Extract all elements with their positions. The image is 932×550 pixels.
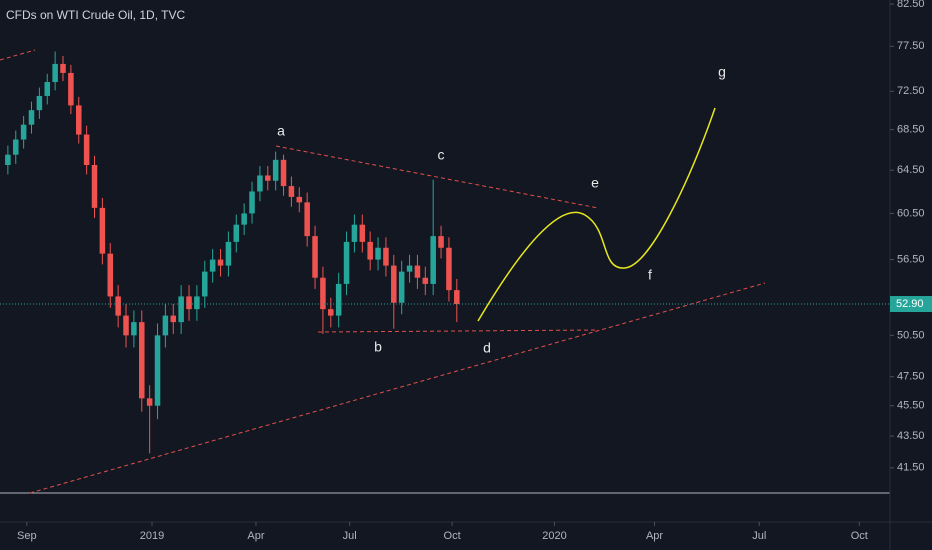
candle-body bbox=[194, 296, 200, 310]
candle-body bbox=[359, 224, 366, 242]
candle-body bbox=[202, 271, 208, 297]
candle-body bbox=[430, 236, 436, 284]
candle-body bbox=[398, 271, 405, 303]
candle-body bbox=[178, 296, 184, 323]
candle-body bbox=[391, 265, 397, 303]
candle-body bbox=[304, 202, 310, 237]
candle-body bbox=[375, 247, 381, 260]
candle-body bbox=[367, 241, 373, 260]
candle-body bbox=[60, 63, 66, 73]
candle-body bbox=[131, 322, 137, 336]
candle-body bbox=[257, 175, 263, 192]
candle-body bbox=[146, 398, 153, 406]
candle-body bbox=[76, 105, 82, 135]
candle-body bbox=[12, 139, 19, 155]
candle-body bbox=[91, 164, 98, 208]
projection-curve bbox=[477, 107, 716, 322]
x-tick-label: Sep bbox=[17, 530, 37, 542]
chart-title: CFDs on WTI Crude Oil, 1D, TVC bbox=[6, 8, 185, 22]
last-price-badge bbox=[890, 296, 932, 313]
y-tick-label: 41.50 bbox=[897, 462, 925, 474]
y-tick-label: 77.50 bbox=[897, 40, 925, 52]
x-tick-label: Jul bbox=[752, 530, 766, 542]
candle-body bbox=[296, 196, 303, 203]
y-tick-label: 82.50 bbox=[897, 0, 925, 10]
trend-line bbox=[0, 49, 36, 61]
candle-body bbox=[406, 265, 413, 272]
wave-label: a bbox=[277, 123, 285, 139]
candle-body bbox=[5, 154, 11, 165]
candle-body bbox=[438, 236, 444, 248]
candle-body bbox=[233, 224, 240, 242]
candle-body bbox=[414, 265, 421, 278]
x-tick-label: Apr bbox=[247, 530, 264, 542]
candle-body bbox=[343, 241, 350, 284]
candle-body bbox=[83, 134, 90, 165]
candle-body bbox=[335, 283, 342, 316]
wave-label: f bbox=[648, 267, 652, 283]
candle-body bbox=[209, 259, 216, 272]
y-tick-label: 60.50 bbox=[897, 207, 925, 219]
x-tick-label: Jul bbox=[343, 530, 357, 542]
candle-body bbox=[351, 224, 358, 242]
y-tick-label: 64.50 bbox=[897, 164, 925, 176]
wave-label: c bbox=[438, 147, 445, 163]
candle-body bbox=[454, 290, 460, 305]
x-tick-label: Oct bbox=[851, 530, 868, 542]
last-price-label: 52.90 bbox=[896, 298, 924, 310]
candle-body bbox=[123, 315, 129, 336]
candle-body bbox=[312, 236, 318, 278]
candle-body bbox=[422, 277, 429, 284]
candle-body bbox=[107, 253, 114, 297]
candle-body bbox=[170, 315, 177, 323]
y-tick-label: 72.50 bbox=[897, 85, 925, 97]
candle-body bbox=[249, 191, 255, 214]
candle-body bbox=[288, 186, 295, 197]
candle-body bbox=[328, 309, 334, 316]
x-tick-label: Oct bbox=[444, 530, 461, 542]
candle-body bbox=[186, 296, 192, 310]
candle-body bbox=[28, 110, 35, 125]
y-tick-label: 43.50 bbox=[897, 430, 925, 442]
candle-body bbox=[139, 322, 145, 399]
candle-body bbox=[272, 159, 279, 181]
candle-body bbox=[217, 259, 224, 266]
candle-body bbox=[383, 247, 389, 266]
y-tick-label: 68.50 bbox=[897, 124, 925, 136]
candle-body bbox=[241, 213, 247, 225]
x-tick-label: Apr bbox=[646, 530, 663, 542]
y-tick-label: 56.50 bbox=[897, 253, 925, 265]
candle-body bbox=[320, 277, 326, 310]
wave-label: b bbox=[374, 339, 382, 355]
y-tick-label: 50.50 bbox=[897, 329, 925, 341]
wave-label: g bbox=[718, 64, 726, 80]
x-tick-label: 2019 bbox=[140, 530, 164, 542]
trend-line bbox=[275, 145, 599, 209]
candle-body bbox=[280, 159, 287, 187]
candle-body bbox=[52, 63, 58, 83]
y-tick-label: 45.50 bbox=[897, 400, 925, 412]
x-tick-label: 2020 bbox=[542, 530, 566, 542]
candle-body bbox=[265, 175, 271, 181]
candle-body bbox=[162, 315, 169, 336]
trend-line bbox=[317, 329, 599, 333]
candle-body bbox=[99, 207, 106, 254]
candle-body bbox=[20, 124, 27, 140]
candle-body bbox=[154, 335, 161, 406]
wave-label: e bbox=[591, 175, 599, 191]
candle-body bbox=[68, 72, 74, 106]
y-tick-label: 47.50 bbox=[897, 371, 925, 383]
candle-body bbox=[225, 241, 232, 266]
candle-body bbox=[44, 82, 51, 96]
wave-label: d bbox=[483, 340, 491, 356]
trend-line bbox=[29, 282, 766, 494]
candle-body bbox=[446, 247, 452, 291]
drawings bbox=[0, 49, 890, 494]
candle-body bbox=[115, 296, 121, 316]
candle-body bbox=[36, 95, 43, 111]
